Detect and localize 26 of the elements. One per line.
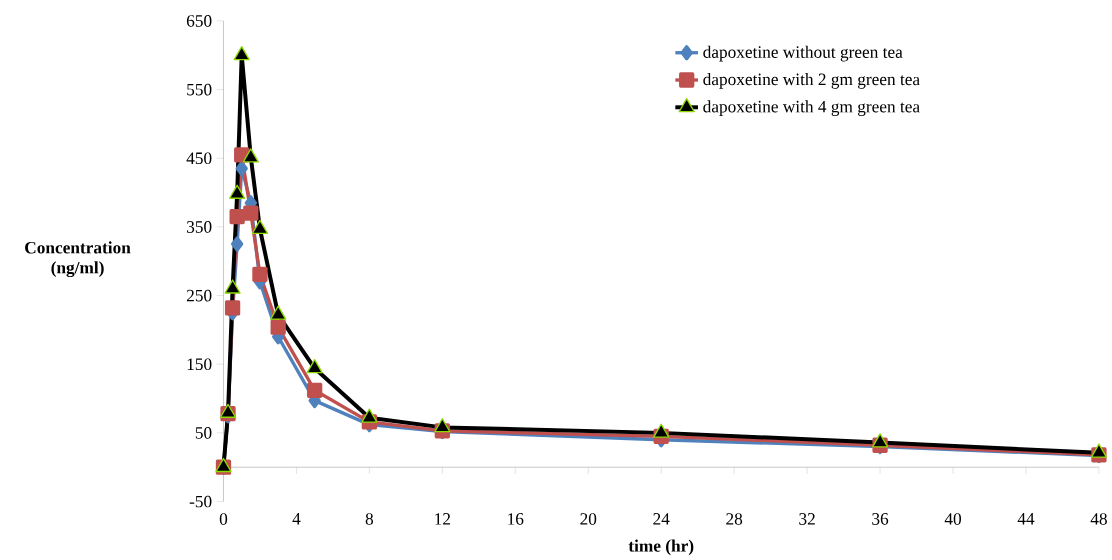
legend-label: dapoxetine with 4 gm green tea	[703, 100, 920, 117]
x-tick-label: 44	[1017, 513, 1035, 525]
y-tick-label: 450	[186, 152, 212, 165]
x-tick-label: 16	[508, 513, 524, 525]
x-tick-label: 32	[799, 513, 815, 525]
x-tick-label: 4	[292, 513, 301, 525]
x-tick-label: 48	[1090, 513, 1107, 525]
x-tick-label: 8	[365, 513, 374, 525]
x-tick-label: 36	[872, 513, 889, 525]
x-tick-label: 0	[219, 513, 228, 525]
x-tick-label: 12	[435, 513, 451, 525]
y-tick-label: 550	[187, 83, 212, 96]
x-tick-label: 24	[653, 513, 670, 525]
y-tick-label: -50	[189, 495, 212, 508]
x-tick-label: 40	[944, 513, 962, 525]
y-tick-label: 250	[186, 289, 212, 302]
legend-label: dapoxetine with 2 gm green tea	[703, 73, 920, 89]
x-tick-label: 20	[580, 513, 597, 525]
y-tick-label: 650	[186, 15, 212, 27]
y-axis-title: Concentration (ng/ml)	[25, 241, 131, 278]
y-tick-label: 350	[187, 221, 212, 233]
x-tick-label: 28	[726, 513, 743, 525]
y-tick-label: 50	[195, 427, 212, 439]
y-tick-label: 150	[187, 358, 212, 371]
x-axis-title: time (hr)	[628, 539, 694, 556]
legend-label: dapoxetine without green tea	[703, 45, 903, 62]
